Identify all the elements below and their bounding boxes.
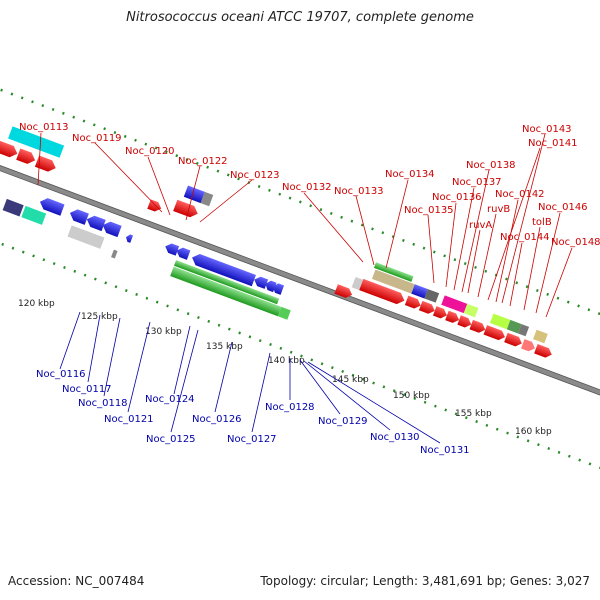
gene-label-noc0138: Noc_0138 [466,160,516,171]
accession-text: Accession: NC_007484 [8,574,145,588]
gene-label-noc0117: Noc_0117 [62,384,112,395]
kbp-label: 140 kbp [268,356,305,366]
kbp-label: 145 kbp [332,375,369,385]
gene-label-noc0125: Noc_0125 [146,434,196,445]
kbp-label: 155 kbp [455,409,492,419]
gene-label-noc0121: Noc_0121 [104,414,154,425]
kbp-labels: 120 kbp 125 kbp 130 kbp 135 kbp 140 kbp … [18,299,552,437]
gene-label-noc0123: Noc_0123 [230,170,280,181]
gene-label-noc0113: Noc_0113 [19,122,69,133]
genome-backbone [0,132,600,433]
gene-label-noc0136: Noc_0136 [432,192,482,203]
kbp-label: 120 kbp [18,299,55,309]
gene-label-noc0148: Noc_0148 [551,237,600,248]
forward-genes [0,126,552,358]
kbp-label: 130 kbp [145,327,182,337]
kbp-label: 135 kbp [206,342,243,352]
gene-label-noc0132: Noc_0132 [282,182,332,193]
gene-label-noc0124: Noc_0124 [145,394,195,405]
gene-label-tolb: tolB [532,217,552,228]
gene-label-noc0141: Noc_0141 [528,138,578,149]
gene-label-noc0122: Noc_0122 [178,156,228,167]
ruler-outer [0,65,600,363]
gene-label-noc0137: Noc_0137 [452,177,502,188]
reverse-gene-labels: Noc_0116 Noc_0117 Noc_0118 Noc_0121 Noc_… [36,311,470,456]
gene-label-noc0116: Noc_0116 [36,369,86,380]
gene-label-noc0134: Noc_0134 [385,169,435,180]
gene-label-noc0126: Noc_0126 [192,414,242,425]
gene-label-noc0131: Noc_0131 [420,445,470,456]
gene-label-noc0144: Noc_0144 [500,232,550,243]
ruler-inner [0,200,600,497]
forward-gene-labels: Noc_0113 Noc_0119 Noc_0120 Noc_0122 Noc_… [19,122,600,318]
gene-label-noc0120: Noc_0120 [125,146,175,157]
gene-label-noc0129: Noc_0129 [318,416,368,427]
kbp-label: 160 kbp [515,427,552,437]
gene-label-noc0143: Noc_0143 [522,124,572,135]
gene-label-noc0118: Noc_0118 [78,398,128,409]
kbp-label: 150 kbp [393,391,430,401]
gene-label-ruvb: ruvB [487,204,510,215]
gene-label-noc0127: Noc_0127 [227,434,277,445]
gene-label-noc0135: Noc_0135 [404,205,454,216]
reverse-genes [2,198,291,320]
gene-label-noc0130: Noc_0130 [370,432,420,443]
gene-label-noc0128: Noc_0128 [265,402,315,413]
gene-label-noc0119: Noc_0119 [72,133,122,144]
gene-label-noc0142: Noc_0142 [495,189,545,200]
genome-stats: Topology: circular; Length: 3,481,691 bp… [260,574,590,588]
gene-label-noc0146: Noc_0146 [538,202,588,213]
gene-label-noc0133: Noc_0133 [334,186,384,197]
gene-label-ruva: ruvA [469,220,492,231]
map-title: Nitrosococcus oceani ATCC 19707, complet… [126,10,474,25]
